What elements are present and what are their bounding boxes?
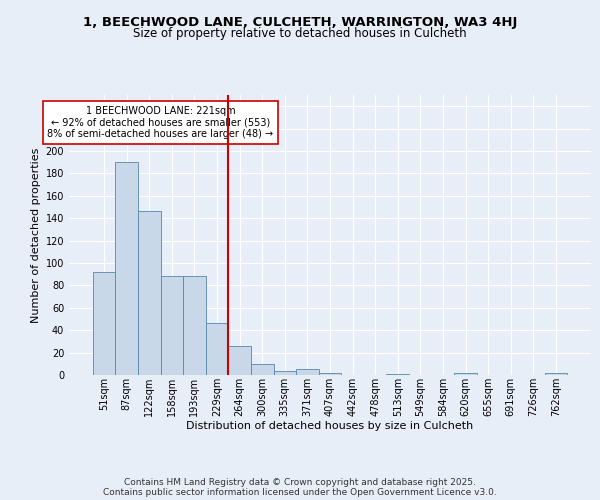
Bar — [161, 276, 183, 375]
Bar — [138, 212, 161, 375]
Bar — [296, 370, 319, 375]
Text: 1, BEECHWOOD LANE, CULCHETH, WARRINGTON, WA3 4HJ: 1, BEECHWOOD LANE, CULCHETH, WARRINGTON,… — [83, 16, 517, 29]
Bar — [319, 373, 341, 375]
Y-axis label: Number of detached properties: Number of detached properties — [31, 148, 41, 322]
Bar — [386, 374, 409, 375]
Bar — [274, 370, 296, 375]
Text: Size of property relative to detached houses in Culcheth: Size of property relative to detached ho… — [133, 28, 467, 40]
Text: Contains HM Land Registry data © Crown copyright and database right 2025.
Contai: Contains HM Land Registry data © Crown c… — [103, 478, 497, 497]
Bar — [183, 276, 206, 375]
Bar — [115, 162, 138, 375]
Text: 1 BEECHWOOD LANE: 221sqm
← 92% of detached houses are smaller (553)
8% of semi-d: 1 BEECHWOOD LANE: 221sqm ← 92% of detach… — [47, 106, 274, 140]
Bar — [229, 346, 251, 375]
Bar — [206, 324, 229, 375]
Bar — [454, 373, 477, 375]
Bar — [251, 364, 274, 375]
Bar — [93, 272, 115, 375]
X-axis label: Distribution of detached houses by size in Culcheth: Distribution of detached houses by size … — [187, 422, 473, 432]
Bar — [545, 373, 567, 375]
